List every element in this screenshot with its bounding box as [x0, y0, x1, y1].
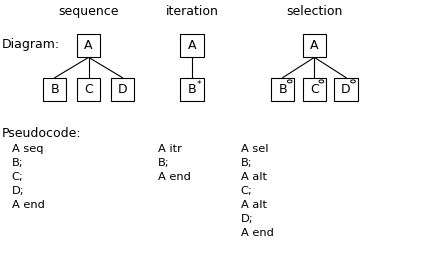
FancyBboxPatch shape — [181, 78, 203, 100]
Text: iteration: iteration — [165, 5, 219, 18]
Text: *: * — [197, 80, 202, 89]
FancyBboxPatch shape — [77, 78, 100, 100]
Circle shape — [319, 80, 324, 83]
FancyBboxPatch shape — [303, 78, 326, 100]
FancyBboxPatch shape — [77, 35, 100, 58]
Text: selection: selection — [286, 5, 343, 18]
Text: A itr
B;
A end: A itr B; A end — [158, 144, 191, 183]
Text: B: B — [188, 83, 196, 96]
Text: A: A — [310, 39, 319, 52]
Text: A: A — [84, 39, 93, 52]
FancyBboxPatch shape — [181, 35, 203, 58]
Text: A seq
B;
C;
D;
A end: A seq B; C; D; A end — [12, 144, 45, 210]
Text: A sel
B;
A alt
C;
A alt
D;
A end: A sel B; A alt C; A alt D; A end — [241, 144, 273, 238]
Text: C: C — [310, 83, 319, 96]
Circle shape — [351, 80, 355, 83]
FancyBboxPatch shape — [335, 78, 358, 100]
FancyBboxPatch shape — [111, 78, 134, 100]
Text: Pseudocode:: Pseudocode: — [2, 127, 82, 140]
FancyBboxPatch shape — [271, 78, 295, 100]
Text: D: D — [118, 83, 127, 96]
Text: sequence: sequence — [58, 5, 119, 18]
FancyBboxPatch shape — [43, 78, 67, 100]
FancyBboxPatch shape — [303, 35, 326, 58]
Text: Diagram:: Diagram: — [2, 38, 60, 51]
Text: C: C — [84, 83, 93, 96]
Text: B: B — [279, 83, 287, 96]
Text: A: A — [188, 39, 196, 52]
Text: D: D — [341, 83, 351, 96]
Circle shape — [287, 80, 292, 83]
Text: B: B — [51, 83, 59, 96]
